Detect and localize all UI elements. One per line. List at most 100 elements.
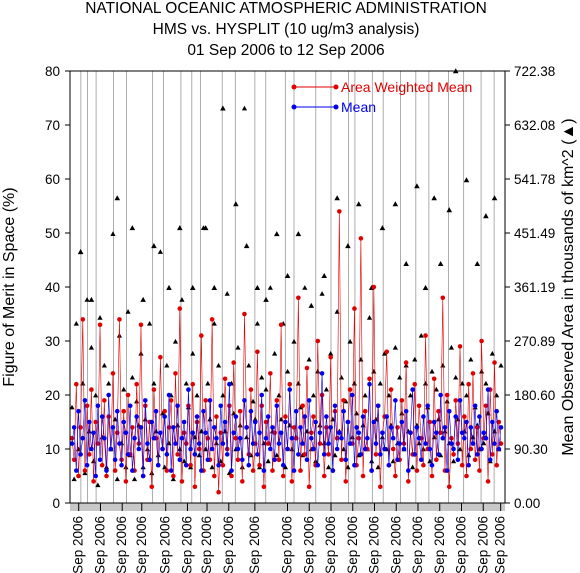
area_weighted_mean-point — [194, 419, 200, 425]
area-point — [498, 362, 504, 368]
area_weighted_mean-point — [356, 435, 362, 441]
area-point — [179, 297, 185, 302]
mean-point — [304, 457, 310, 463]
legend: Area Weighted Mean Mean — [291, 79, 472, 115]
mean-point — [216, 462, 221, 468]
mean-point — [151, 435, 157, 441]
area-point — [93, 392, 99, 398]
area_weighted_mean-point — [121, 408, 127, 414]
x-tick-label: Sep 2006 — [92, 516, 107, 573]
area-point — [149, 470, 155, 476]
mean-point — [270, 425, 275, 430]
area-point — [457, 446, 463, 452]
area_weighted_mean-point — [399, 398, 405, 403]
area-point — [284, 368, 291, 374]
mean-point — [242, 398, 247, 403]
y2-axis-label: Mean Observed Area in thousands of km^2 … — [560, 118, 577, 455]
area_weighted_mean-point — [270, 468, 275, 473]
mean-point — [86, 419, 92, 425]
mean-series — [69, 371, 504, 479]
mean-point — [403, 408, 409, 414]
mean-point — [496, 446, 502, 452]
mean-point — [196, 441, 202, 446]
area_weighted_mean-point — [240, 479, 245, 484]
area-point — [334, 195, 340, 201]
area_weighted_mean-point — [416, 403, 422, 409]
area-point — [263, 296, 269, 302]
mean-point — [321, 452, 327, 457]
mean-point — [418, 457, 424, 463]
mean-point — [306, 398, 312, 403]
area_weighted_mean-point — [423, 333, 428, 338]
legend-marker-mean — [291, 104, 297, 110]
mean-point — [317, 430, 323, 436]
mean-point — [257, 430, 262, 436]
x-tick-label: Sep 2006 — [199, 516, 214, 573]
mean-point — [222, 419, 228, 425]
mean-point — [102, 435, 107, 441]
area_weighted_mean-point — [298, 468, 303, 473]
mean-point — [315, 462, 321, 468]
area-point — [153, 428, 159, 434]
mean-point — [192, 452, 198, 457]
mean-point — [99, 414, 105, 419]
mean-point — [117, 441, 122, 446]
mean-point — [132, 435, 137, 441]
area_weighted_mean-point — [199, 333, 204, 338]
area-point — [243, 243, 250, 249]
area_weighted_mean-point — [190, 381, 196, 387]
mean-point — [485, 387, 491, 392]
area-point — [427, 458, 433, 464]
area_weighted_mean-point — [367, 376, 372, 382]
mean-point — [89, 446, 94, 452]
x-axis: Sep 2006 Sep 2006 Sep 2006 Sep 2006 Sep 2006… — [71, 503, 508, 573]
mean-point — [231, 430, 236, 436]
area-point — [328, 350, 334, 356]
area-point — [123, 464, 129, 470]
area_weighted_mean-point — [216, 489, 221, 495]
mean-point — [82, 398, 88, 403]
area-point — [189, 284, 196, 290]
area_weighted_mean-point — [283, 414, 288, 419]
mean-point — [345, 419, 351, 425]
legend-marker-mean-end — [333, 104, 339, 110]
mean-point — [93, 473, 99, 479]
area-point — [412, 356, 418, 362]
area-point — [433, 386, 439, 392]
area-point — [129, 225, 136, 231]
mean-point — [399, 419, 405, 425]
mean-point — [95, 403, 101, 409]
mean-point — [69, 441, 75, 446]
area_weighted_mean-point — [477, 468, 482, 473]
area_weighted_mean-point — [459, 462, 465, 468]
x-tick-label: Sep 2006 — [388, 516, 403, 573]
area-point — [470, 434, 476, 440]
area-point — [138, 350, 144, 356]
mean-point — [274, 403, 280, 409]
mean-point — [250, 441, 256, 446]
mean-point — [494, 408, 499, 414]
mean-point — [324, 414, 329, 419]
x-tick-label: Sep 2006 — [323, 516, 338, 573]
mean-point — [302, 414, 308, 419]
area-point — [399, 410, 405, 416]
area_weighted_mean-point — [289, 479, 295, 484]
area-point — [355, 201, 362, 207]
mean-point — [487, 457, 493, 463]
mean-point — [468, 425, 474, 430]
mean-point — [108, 446, 114, 452]
area_weighted_mean-point — [302, 452, 308, 457]
area_weighted_mean-point — [449, 435, 454, 441]
mean-point — [214, 435, 219, 441]
mean-point — [171, 425, 176, 430]
area-point — [77, 249, 84, 255]
area-point — [284, 272, 291, 278]
mean-point — [106, 392, 111, 398]
area-point — [151, 243, 157, 249]
area_weighted_mean-point — [102, 398, 107, 403]
mean-point — [311, 446, 316, 452]
mean-point — [453, 414, 459, 419]
mean-point — [248, 408, 254, 414]
mean-point — [421, 414, 426, 419]
mean-point — [406, 468, 411, 473]
